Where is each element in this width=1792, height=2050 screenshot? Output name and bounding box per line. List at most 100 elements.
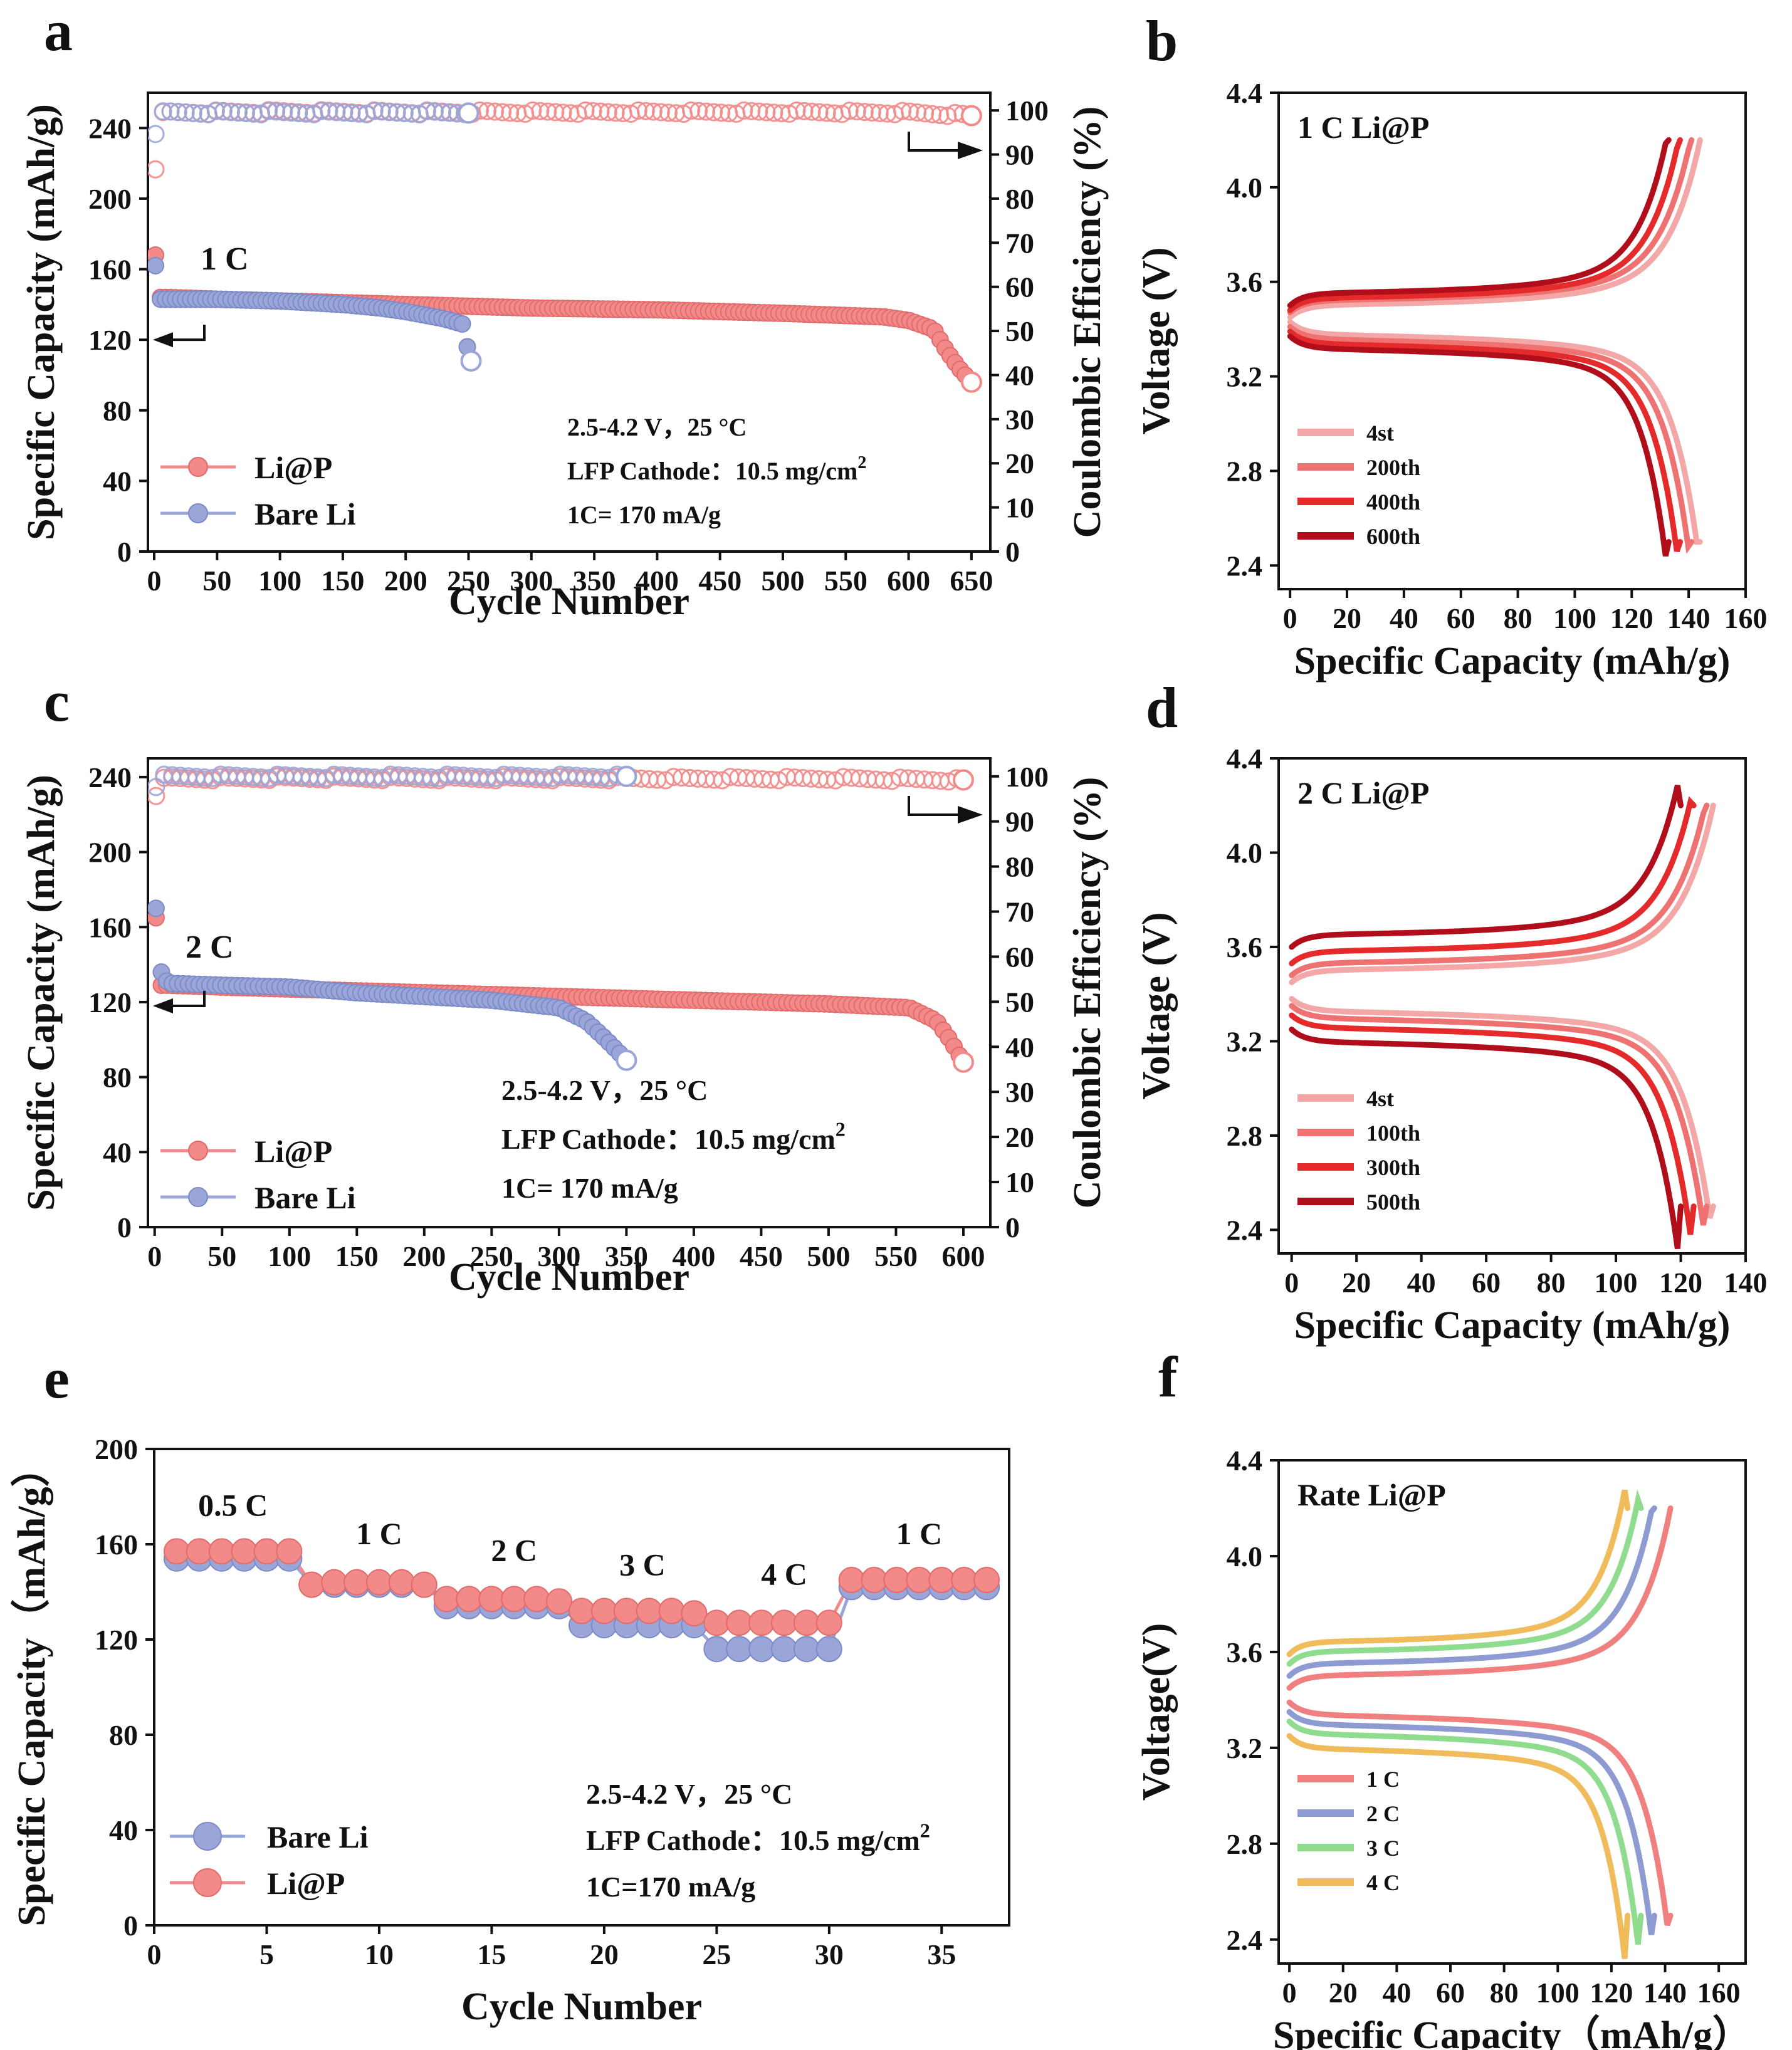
plot-area-f [1286, 1489, 1674, 1959]
efficiency-point-lip [546, 103, 565, 122]
efficiency-point-bare [206, 102, 225, 120]
y-tick-label-f: 4.4 [1227, 1445, 1263, 1477]
x-tick-label-f: 20 [1329, 1977, 1358, 2009]
efficiency-point-bare [148, 125, 165, 144]
efficiency-point-bare [290, 104, 308, 123]
x-tick-label-e: 20 [590, 1938, 619, 1970]
efficiency-point-lip [584, 102, 602, 120]
efficiency-point-bare [161, 102, 180, 121]
end-point-lip [960, 371, 982, 393]
discharge-curve-1 [1289, 1003, 1710, 1226]
discharge-curve-3 [1286, 1733, 1631, 1959]
legend-label-3: 4 C [1366, 1870, 1400, 1895]
charge-curve-3 [1287, 137, 1672, 308]
plot-frame-c [147, 757, 992, 1228]
panel-title-f: Rate Li@P [1297, 1477, 1446, 1512]
y-tick-label-e: 80 [109, 1719, 138, 1751]
efficiency-point-bare [259, 102, 278, 120]
x-tick-label-a: 450 [698, 565, 741, 597]
rate-point-lip [186, 1538, 212, 1565]
end-point-lip [960, 105, 982, 127]
efficiency-point-lip [538, 102, 557, 121]
rate-point-lip [681, 1600, 708, 1627]
efficiency-point-lip [938, 107, 957, 125]
rate-point-lip [546, 1588, 573, 1615]
efficiency-point-lip [712, 103, 731, 122]
rate-point-lip [793, 1609, 820, 1636]
capacity-point-bare [148, 256, 165, 275]
efficiency-point-lip [847, 102, 866, 121]
x-tick-label-f: 80 [1490, 1977, 1519, 2009]
legend-label-1: 100th [1366, 1121, 1420, 1146]
x-tick-label-b: 60 [1447, 602, 1475, 634]
charge-curve-0 [1289, 802, 1716, 985]
x-tick-label-e: 10 [365, 1938, 394, 1970]
charge-curve-2 [1286, 1489, 1644, 1667]
rate-point-lip [433, 1586, 460, 1613]
rate-point-lip [838, 1567, 865, 1593]
efficiency-point-lip [893, 102, 912, 120]
panel-letter-d: d [1146, 676, 1178, 740]
x-tick-label-b: 20 [1333, 602, 1361, 634]
efficiency-point-lip [810, 103, 829, 122]
y-tick-label-d: 3.2 [1227, 1025, 1263, 1057]
legend-label-2: 400th [1366, 489, 1420, 515]
rate-point-lip [726, 1609, 753, 1636]
efficiency-point-lip [682, 101, 701, 120]
rate-point-lip [928, 1567, 955, 1593]
legend-marker-lip [193, 1868, 222, 1897]
y-tick-label-f: 2.4 [1227, 1924, 1263, 1956]
efficiency-point-lip [644, 102, 663, 121]
y-axis-title-e: Specific Capacity（mAh/g） [9, 1448, 53, 1927]
x-tick-label-d: 80 [1537, 1267, 1566, 1299]
efficiency-point-lip [493, 103, 512, 122]
efficiency-point-bare [176, 103, 195, 122]
efficiency-point-lip [531, 102, 550, 120]
y-tick-label-d: 4.0 [1227, 837, 1263, 869]
rate-point-lip [703, 1609, 730, 1636]
rate-label: 3 C [619, 1547, 666, 1582]
efficiency-point-lip [735, 101, 753, 120]
efficiency-point-lip [689, 102, 708, 120]
x-tick-label-c: 350 [605, 1240, 648, 1272]
superscript-2: 2 [857, 453, 866, 473]
left-axis-arrowhead-a [153, 332, 173, 348]
x-tick-label-c: 550 [874, 1240, 918, 1272]
efficiency-point-bare [267, 102, 286, 121]
rate-point-lip [276, 1538, 303, 1565]
discharge-curve-1 [1287, 323, 1695, 554]
y-tick-label-e: 120 [95, 1624, 138, 1656]
legend-label-lip: Li@P [267, 1866, 345, 1901]
efficiency-point-lip [862, 103, 881, 122]
capacity-point-bare [148, 899, 165, 918]
info-line-1: LFP Cathode：10.5 mg/cm2 [586, 1819, 930, 1856]
rate-label: 0.5 C [198, 1487, 268, 1522]
panel-letter-a: a [44, 0, 73, 63]
x-tick-label-c: 600 [941, 1240, 985, 1272]
x-tick-label-e: 15 [477, 1938, 506, 1970]
efficiency-point-lip [148, 787, 165, 805]
efficiency-point-bare [214, 102, 233, 121]
x-tick-label-a: 250 [447, 565, 490, 597]
plot-area-d [1289, 785, 1716, 1250]
left-axis-arrow-c [159, 990, 206, 1007]
plot-frame-e [153, 1448, 1010, 1927]
info-line-0: 2.5-4.2 V，25 °C [501, 1074, 708, 1106]
x-tick-label-a: 500 [762, 565, 805, 597]
efficiency-point-bare [320, 102, 338, 121]
rate-point-lip [298, 1571, 325, 1598]
y2-tick-label-c: 70 [1005, 896, 1034, 928]
y-tick-label-a: 120 [88, 324, 132, 356]
efficiency-point-lip [787, 102, 806, 120]
x-tick-label-e: 25 [702, 1938, 731, 1970]
y-tick-label-c: 40 [103, 1136, 132, 1168]
y2-tick-label-a: 0 [1005, 536, 1020, 568]
rate-point-bare [815, 1636, 842, 1663]
panel-letter-b: b [1146, 9, 1178, 73]
efficiency-point-bare [327, 103, 346, 122]
efficiency-point-lip [636, 102, 655, 120]
x-tick-label-b: 140 [1667, 602, 1711, 634]
y2-tick-label-c: 20 [1005, 1121, 1034, 1153]
y2-tick-label-c: 100 [1005, 761, 1049, 793]
rate-point-lip [501, 1586, 528, 1613]
